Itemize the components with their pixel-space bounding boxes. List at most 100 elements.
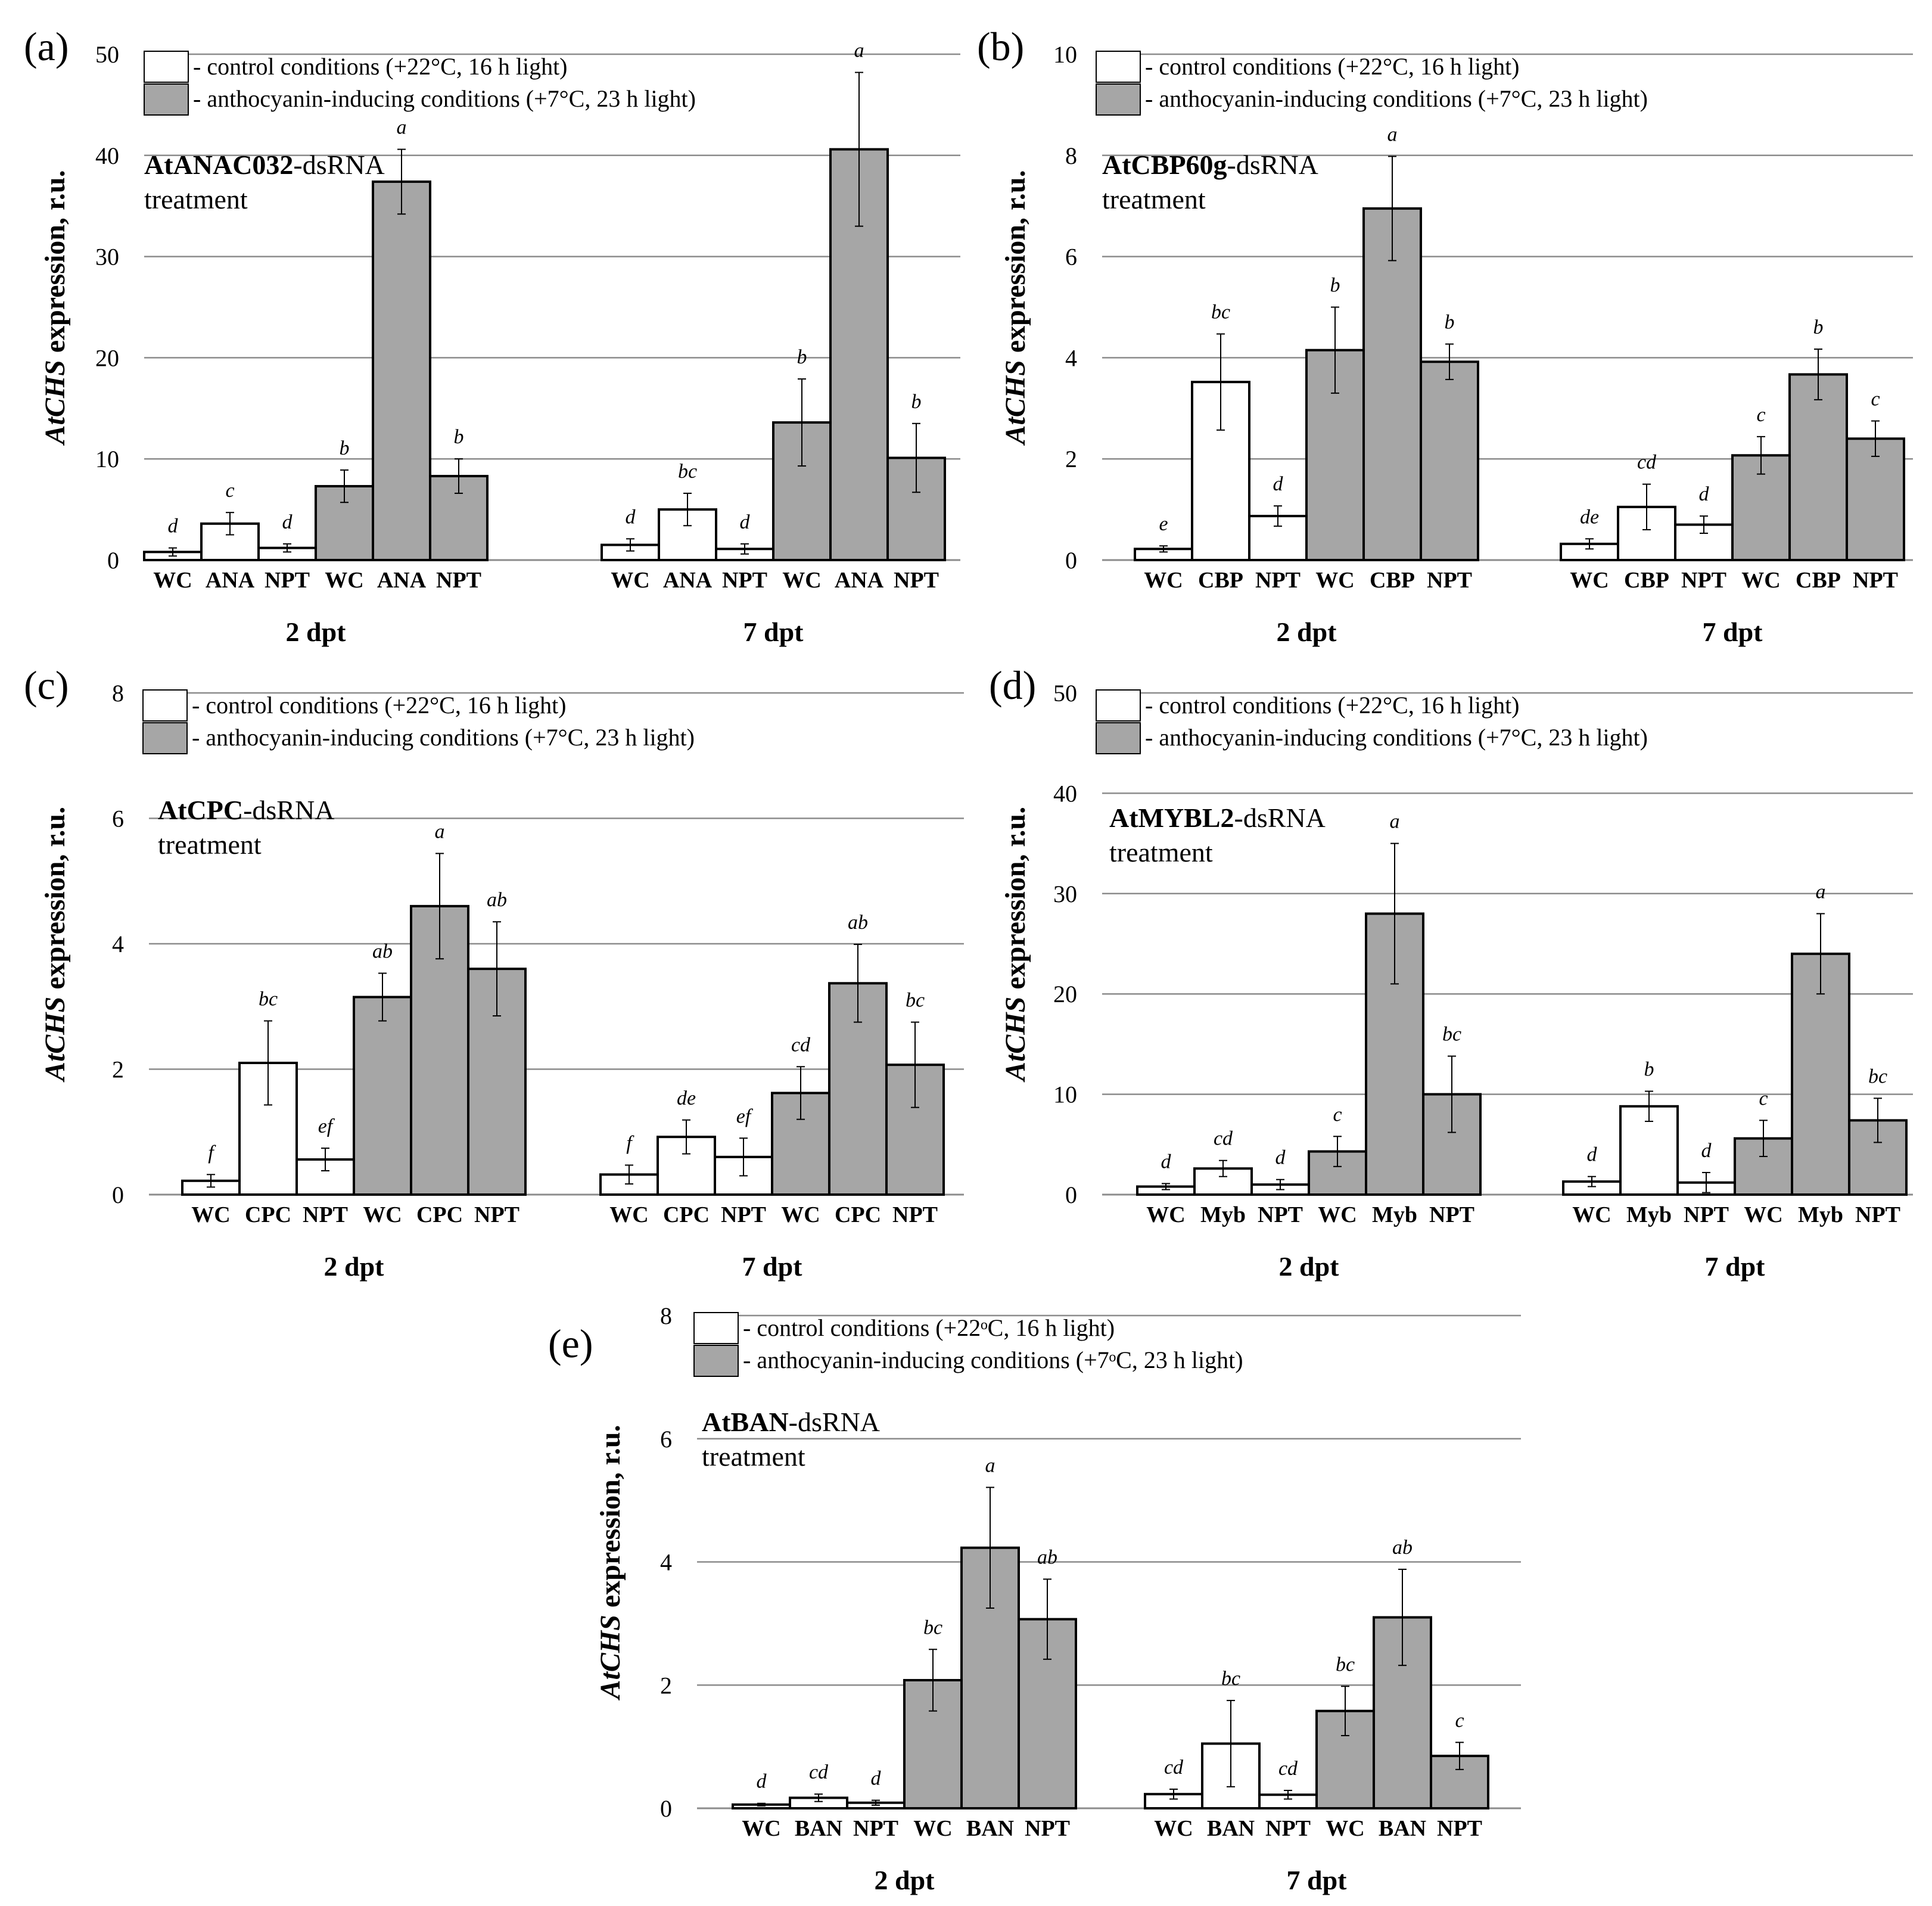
y-tick-label: 8 — [1065, 142, 1077, 169]
significance-letter: a — [1387, 123, 1398, 145]
significance-letter: ab — [1392, 1537, 1413, 1559]
bar — [1846, 437, 1905, 561]
significance-letter: cd — [791, 1034, 811, 1056]
category-label: NPT — [1265, 1816, 1311, 1841]
significance-letter: c — [1455, 1709, 1464, 1731]
significance-letter: cd — [1214, 1128, 1233, 1150]
category-label: Myb — [1372, 1202, 1417, 1227]
significance-letter: b — [1330, 275, 1340, 297]
y-tick-label: 0 — [107, 547, 119, 574]
significance-letter: f — [626, 1133, 634, 1155]
significance-letter: a — [1816, 881, 1826, 903]
treatment-subtitle: treatment — [702, 1441, 805, 1472]
group-label: 2 dpt — [1277, 617, 1337, 647]
legend-label-control: - control conditions (+22°C, 16 h light) — [193, 53, 568, 80]
category-label: ANA — [206, 568, 255, 593]
category-label: WC — [1315, 568, 1354, 593]
category-label: WC — [1154, 1816, 1193, 1841]
significance-letter: ab — [487, 889, 507, 911]
significance-letter: ab — [1037, 1546, 1057, 1568]
category-label: BAN — [1379, 1816, 1426, 1841]
category-label: WC — [325, 568, 363, 593]
treatment-subtitle: treatment — [158, 829, 262, 860]
category-label: WC — [1572, 1202, 1611, 1227]
treatment-title: AtCPC-dsRNA — [158, 795, 334, 825]
y-tick-label: 8 — [112, 680, 124, 707]
category-label: CPC — [663, 1202, 710, 1227]
category-label: WC — [1146, 1202, 1185, 1227]
group-label: 7 dpt — [742, 1251, 803, 1282]
category-label: WC — [153, 568, 192, 593]
significance-letter: c — [1871, 388, 1880, 411]
legend-label-control: - control conditions (+22°C, 16 h light) — [192, 692, 567, 719]
category-label: WC — [913, 1816, 952, 1841]
y-tick-label: 4 — [112, 931, 124, 957]
significance-letter: b — [454, 426, 464, 448]
y-tick-label: 10 — [1053, 41, 1077, 68]
y-axis-label: AtCHS expression, r.u. — [1000, 807, 1031, 1083]
significance-letter: a — [854, 40, 864, 62]
y-tick-label: 0 — [1065, 1181, 1077, 1208]
category-label: CPC — [835, 1202, 881, 1227]
category-label: ANA — [663, 568, 713, 593]
category-label: WC — [363, 1202, 402, 1227]
category-label: CBP — [1198, 568, 1243, 593]
category-label: Myb — [1626, 1202, 1672, 1227]
significance-letter: b — [1813, 316, 1824, 338]
significance-letter: d — [1587, 1144, 1598, 1166]
legend-swatch-control — [142, 689, 188, 722]
significance-letter: bc — [1442, 1024, 1461, 1046]
treatment-title: AtMYBL2-dsRNA — [1109, 803, 1326, 833]
significance-letter: bc — [1336, 1653, 1355, 1675]
legend-swatch-control — [144, 51, 189, 83]
panel-label: (a) — [24, 24, 69, 69]
category-label: CBP — [1624, 568, 1669, 593]
significance-letter: a — [435, 820, 445, 842]
y-tick-label: 4 — [1065, 344, 1077, 371]
significance-letter: b — [797, 346, 807, 368]
category-label: NPT — [265, 568, 310, 593]
significance-letter: d — [168, 515, 179, 537]
category-label: Myb — [1200, 1202, 1246, 1227]
treatment-subtitle: treatment — [144, 184, 248, 214]
significance-letter: bc — [259, 988, 278, 1010]
significance-letter: c — [225, 480, 234, 502]
group-label: 7 dpt — [1703, 617, 1763, 647]
y-tick-label: 50 — [95, 41, 119, 68]
y-tick-label: 40 — [95, 142, 119, 169]
category-label: CPC — [416, 1202, 463, 1227]
treatment-title: AtCBP60g-dsRNA — [1102, 150, 1318, 180]
legend-swatch-inducing — [1096, 83, 1141, 116]
y-tick-label: 6 — [112, 806, 124, 832]
significance-letter: d — [1275, 1147, 1286, 1169]
category-label: NPT — [303, 1202, 348, 1227]
bar — [1362, 207, 1422, 561]
category-label: NPT — [1427, 568, 1472, 593]
significance-letter: bc — [1221, 1668, 1240, 1690]
category-label: BAN — [1207, 1816, 1255, 1841]
legend-label-inducing: - anthocyanin-inducing conditions (+7ᵒC,… — [743, 1347, 1243, 1373]
y-tick-label: 6 — [660, 1426, 672, 1453]
legend-swatch-control — [693, 1312, 739, 1344]
significance-letter: a — [1390, 811, 1400, 833]
legend-label-control: - control conditions (+22°C, 16 h light) — [1145, 53, 1520, 80]
category-label: WC — [1741, 568, 1780, 593]
y-tick-label: 10 — [1053, 1081, 1077, 1108]
category-label: NPT — [1025, 1816, 1070, 1841]
significance-letter: a — [397, 117, 407, 139]
category-label: NPT — [1684, 1202, 1729, 1227]
y-tick-label: 0 — [112, 1181, 124, 1208]
category-label: WC — [611, 568, 649, 593]
significance-letter: bc — [1868, 1065, 1887, 1087]
y-axis-label: AtCHS expression, r.u. — [1000, 170, 1031, 446]
significance-letter: c — [1759, 1087, 1768, 1109]
y-tick-label: 2 — [660, 1672, 672, 1699]
significance-letter: d — [871, 1768, 882, 1790]
y-tick-label: 4 — [660, 1549, 672, 1576]
significance-letter: b — [911, 391, 922, 413]
significance-letter: bc — [906, 990, 925, 1012]
significance-letter: de — [1580, 506, 1599, 528]
significance-letter: d — [1701, 1140, 1712, 1162]
legend: - control conditions (+22°C, 16 h light)… — [1096, 51, 1648, 116]
